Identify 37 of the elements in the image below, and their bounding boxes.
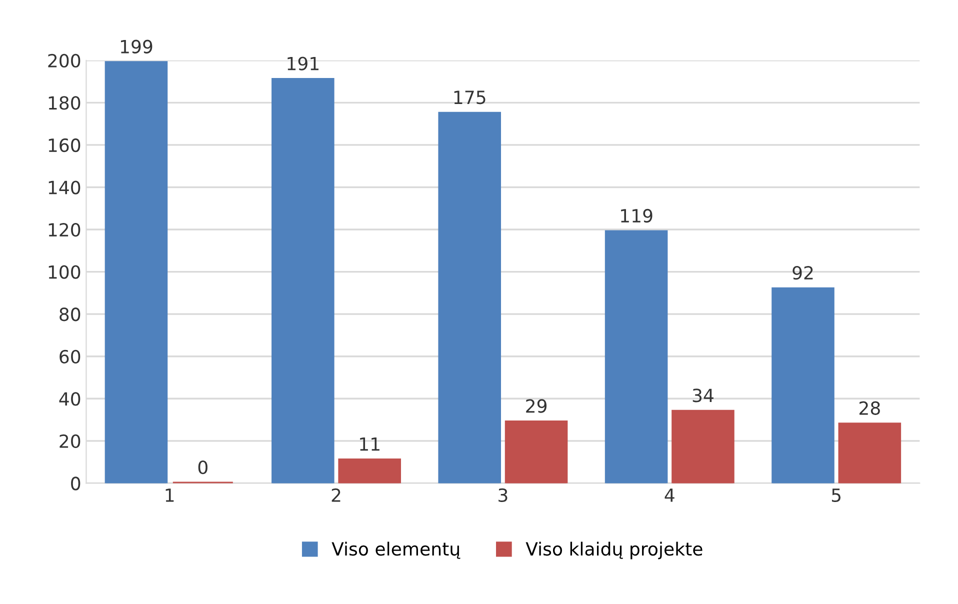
bar bbox=[672, 410, 734, 484]
y-tick-label: 140 bbox=[48, 180, 80, 194]
data-label: 191 bbox=[288, 56, 318, 70]
y-tick-label: 160 bbox=[48, 138, 80, 152]
data-label: 119 bbox=[621, 208, 652, 223]
x-tick-label: 5 bbox=[832, 488, 840, 502]
x-tick-label: 3 bbox=[498, 488, 508, 502]
y-tick-label: 120 bbox=[48, 222, 80, 237]
y-tick-label: 20 bbox=[60, 434, 80, 448]
bar bbox=[604, 230, 668, 484]
data-label: 34 bbox=[692, 388, 714, 402]
data-label: 29 bbox=[526, 399, 547, 413]
y-tick-label: 80 bbox=[60, 308, 80, 322]
y-tick-label: 180 bbox=[48, 96, 80, 110]
y-tick-label: 0 bbox=[71, 476, 80, 490]
x-tick-label: 2 bbox=[332, 488, 340, 502]
bar bbox=[104, 61, 168, 484]
data-label: 28 bbox=[860, 401, 880, 415]
x-tick-label: 1 bbox=[166, 488, 174, 502]
data-label: 175 bbox=[454, 90, 486, 104]
bar bbox=[338, 458, 401, 484]
bar bbox=[838, 422, 902, 484]
bar bbox=[504, 420, 568, 484]
bar bbox=[772, 287, 834, 484]
legend-label: Viso elementų bbox=[332, 542, 460, 559]
bar bbox=[438, 112, 502, 484]
x-tick-label: 4 bbox=[664, 488, 674, 502]
data-label: 0 bbox=[198, 460, 208, 474]
legend-label: Viso klaidų projekte bbox=[526, 542, 702, 560]
data-label: 199 bbox=[120, 40, 152, 54]
y-tick-label: 200 bbox=[48, 54, 80, 68]
data-label: 11 bbox=[360, 437, 380, 451]
data-label: 92 bbox=[792, 266, 813, 280]
y-tick-label: 40 bbox=[59, 392, 80, 406]
y-tick-label: 100 bbox=[48, 265, 80, 279]
bar bbox=[272, 78, 334, 484]
y-tick-label: 60 bbox=[60, 350, 80, 364]
